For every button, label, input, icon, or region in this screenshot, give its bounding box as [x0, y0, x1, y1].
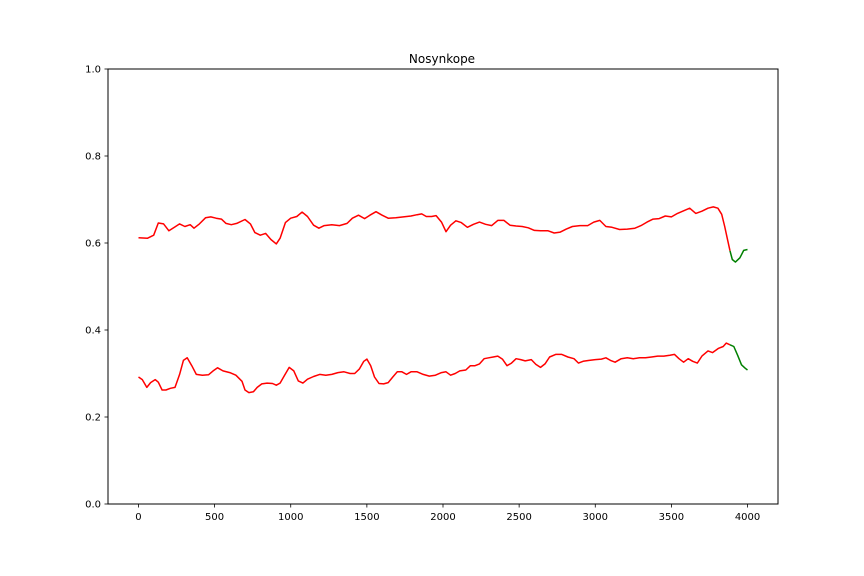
y-tick-label: 0.2	[85, 413, 101, 424]
x-tick-label: 3500	[659, 512, 684, 523]
y-tick-label: 0.4	[85, 326, 101, 337]
x-tick-label: 2000	[430, 512, 455, 523]
y-tick-label: 0.6	[85, 239, 101, 250]
series-line-1	[729, 248, 748, 263]
plot-lines	[138, 206, 748, 394]
chart-title: Nosynkope	[409, 52, 475, 66]
x-tick-label: 1000	[278, 512, 303, 523]
x-tick-label: 4000	[735, 512, 760, 523]
x-axis: 0 500 1000 1500 2000 2500 3000 3500 4000	[135, 504, 760, 523]
x-tick-label: 500	[205, 512, 224, 523]
y-tick-label: 0.0	[85, 500, 101, 511]
x-tick-label: 3000	[583, 512, 608, 523]
plot-area-frame	[107, 68, 779, 505]
y-tick-label: 1.0	[85, 65, 101, 76]
x-tick-label: 2500	[506, 512, 531, 523]
x-tick-label: 0	[135, 512, 141, 523]
x-tick-label: 1500	[354, 512, 379, 523]
y-axis: 0.0 0.2 0.4 0.6 0.8 1.0	[85, 65, 108, 511]
series-line-3	[729, 344, 748, 371]
series-line-2	[138, 342, 731, 394]
series-line-0	[138, 206, 731, 251]
y-tick-label: 0.8	[85, 152, 101, 163]
